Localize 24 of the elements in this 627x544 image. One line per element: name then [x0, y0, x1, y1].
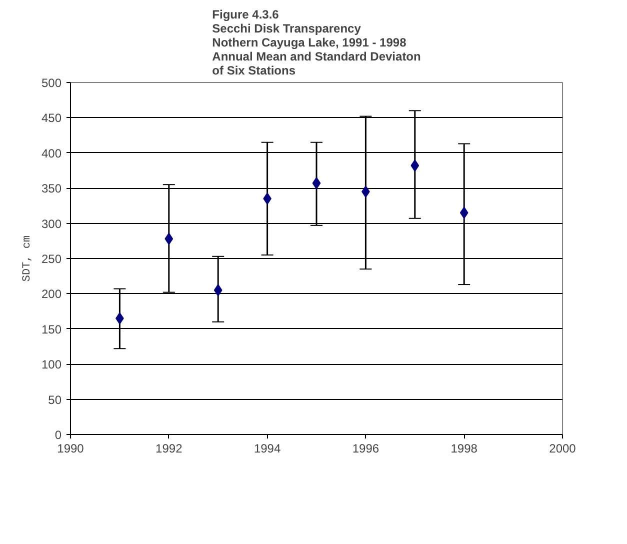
point — [164, 232, 174, 245]
y-axis-title: SDT, cm — [21, 234, 34, 282]
x-tick-label: 1996 — [352, 442, 380, 456]
y-tick-label: 450 — [41, 111, 62, 126]
point — [312, 177, 321, 190]
x-tick-label: 1990 — [57, 442, 84, 456]
y-tick-label: 350 — [41, 182, 62, 196]
x-tick-label: 1998 — [450, 442, 478, 456]
point — [214, 284, 222, 296]
y-tick-label: 0 — [54, 428, 62, 442]
point — [410, 160, 420, 172]
y-tick-label: 500 — [41, 76, 62, 90]
chart-title: Figure 4.3.6 Secchi Disk Transparency Nothern Cayuga Lake, 1991 - 1998 Annual Mean and Standard Deviaton of Six Stations — [212, 8, 421, 78]
y-tick-label: 200 — [41, 287, 62, 302]
y-tick-label: 100 — [41, 358, 62, 372]
y-tick-label: 50 — [48, 392, 62, 407]
x-tick-label: 1992 — [156, 442, 183, 456]
point — [460, 206, 468, 219]
y-tick-label: 150 — [41, 322, 62, 336]
y-tick-label: 250 — [41, 252, 62, 266]
y-tick-label: 400 — [41, 146, 62, 160]
y-tick-label: 300 — [41, 216, 62, 231]
x-tick-label: 1994 — [254, 442, 281, 456]
x-tick-label: 2000 — [549, 442, 576, 456]
